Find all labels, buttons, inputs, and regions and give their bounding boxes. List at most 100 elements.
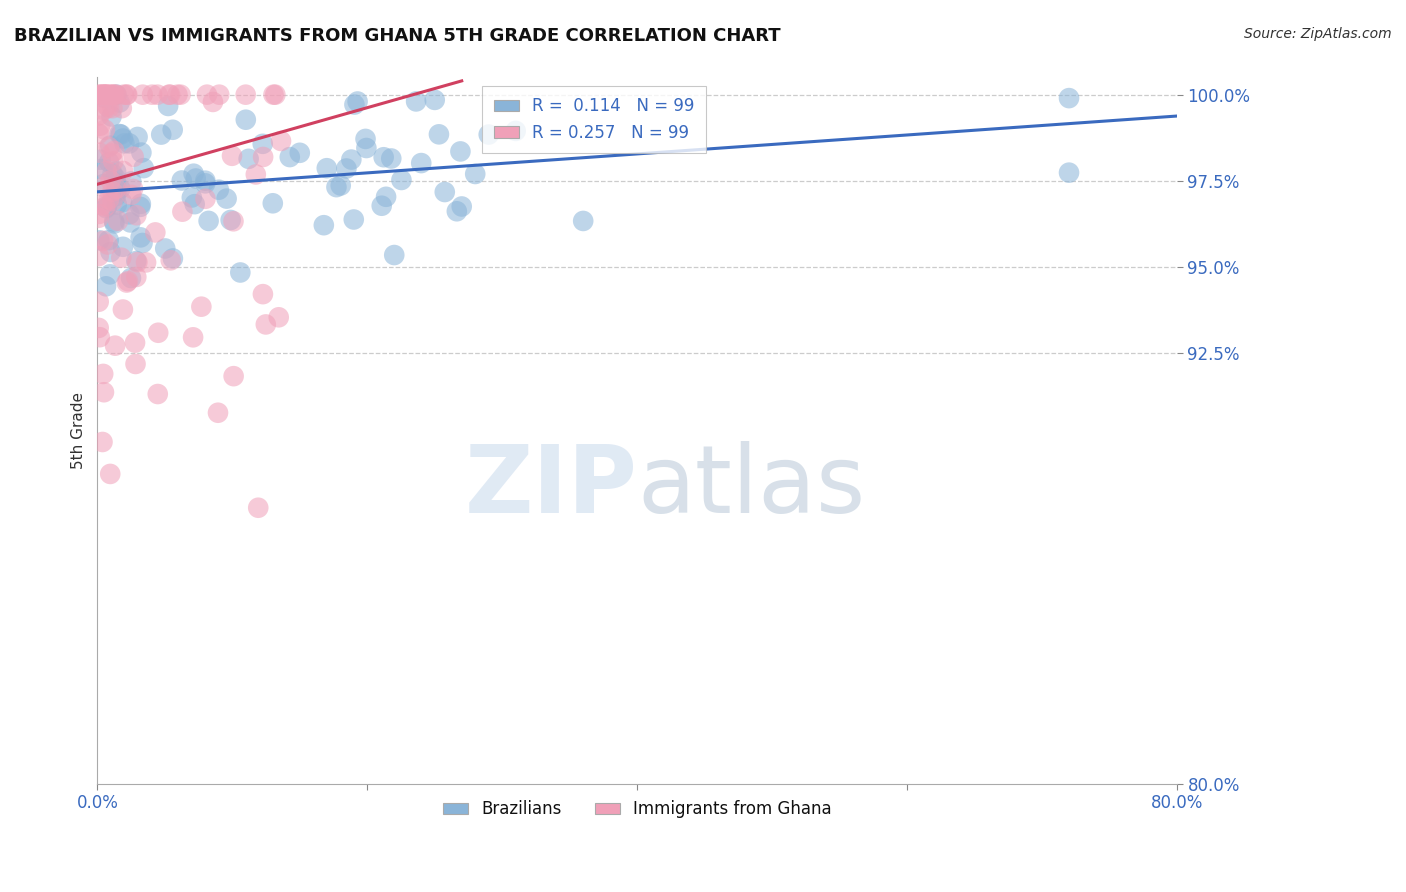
Point (103, 216, 125, 230)
Point (105, 87, 128, 102)
Point (122, 150, 145, 164)
Point (94, 122, 117, 136)
Point (195, 87, 218, 102)
Point (505, 124, 527, 138)
Point (101, 101, 124, 115)
Point (96, 99, 118, 113)
Point (247, 500, 270, 515)
Point (572, 214, 595, 228)
Point (148, 326, 170, 340)
Point (110, 182, 132, 196)
Point (252, 150, 274, 164)
Point (89, 233, 111, 247)
Point (97, 140, 120, 154)
Point (125, 208, 148, 222)
Point (94, 87, 117, 102)
Point (405, 95, 427, 109)
Point (101, 194, 124, 209)
Point (87, 127, 110, 141)
Point (449, 145, 471, 159)
Point (141, 87, 163, 102)
Point (125, 254, 148, 268)
Point (103, 144, 125, 158)
Point (312, 218, 335, 232)
Point (146, 387, 169, 401)
Point (146, 87, 169, 102)
Point (94, 87, 117, 102)
Point (172, 204, 194, 219)
Point (254, 318, 277, 332)
Point (111, 131, 134, 145)
Point (120, 187, 142, 202)
Point (131, 145, 153, 160)
Point (127, 130, 149, 145)
Point (354, 132, 377, 146)
Point (194, 177, 217, 191)
Point (93, 91, 115, 105)
Point (103, 214, 125, 228)
Point (97, 193, 120, 207)
Text: ZIP: ZIP (464, 441, 637, 533)
Point (97, 101, 120, 115)
Point (132, 87, 155, 102)
Point (143, 226, 166, 240)
Point (346, 95, 368, 109)
Point (91, 198, 114, 212)
Point (370, 199, 392, 213)
Point (157, 99, 180, 113)
Point (222, 369, 245, 384)
Point (96, 164, 118, 178)
Point (159, 87, 181, 102)
Point (100, 110, 122, 124)
Point (162, 252, 184, 266)
Point (235, 87, 257, 102)
Point (89, 87, 111, 102)
Point (100, 87, 122, 102)
Point (411, 156, 433, 170)
Point (97, 233, 120, 247)
Point (215, 192, 238, 206)
Text: atlas: atlas (637, 441, 866, 533)
Point (89, 87, 111, 102)
Point (122, 182, 145, 196)
Point (94, 200, 117, 214)
Point (110, 251, 132, 265)
Point (124, 357, 146, 371)
Point (150, 128, 173, 142)
Point (94, 201, 117, 215)
Point (162, 122, 184, 136)
Point (98, 138, 121, 153)
Point (111, 302, 134, 317)
Point (343, 212, 366, 227)
Point (183, 197, 205, 211)
Point (373, 150, 395, 164)
Point (103, 154, 125, 169)
Point (89, 330, 111, 344)
Point (103, 87, 125, 102)
Point (87, 321, 110, 335)
Point (105, 87, 128, 102)
Point (90, 162, 112, 177)
Point (208, 183, 231, 197)
Point (129, 196, 152, 211)
Point (93, 177, 115, 191)
Point (190, 300, 212, 314)
Point (264, 87, 287, 102)
Point (105, 182, 128, 196)
Point (117, 274, 139, 288)
Text: Source: ZipAtlas.com: Source: ZipAtlas.com (1244, 27, 1392, 41)
Point (101, 185, 124, 199)
Point (96, 87, 118, 102)
Point (120, 215, 142, 229)
Point (87, 294, 110, 309)
Point (183, 167, 205, 181)
Point (1057, 166, 1080, 180)
Point (129, 230, 152, 244)
Point (252, 287, 274, 301)
Point (270, 134, 292, 148)
Point (87, 108, 110, 122)
Point (315, 161, 337, 176)
Point (262, 196, 284, 211)
Text: BRAZILIAN VS IMMIGRANTS FROM GHANA 5TH GRADE CORRELATION CHART: BRAZILIAN VS IMMIGRANTS FROM GHANA 5TH G… (14, 27, 780, 45)
Point (98, 467, 121, 481)
